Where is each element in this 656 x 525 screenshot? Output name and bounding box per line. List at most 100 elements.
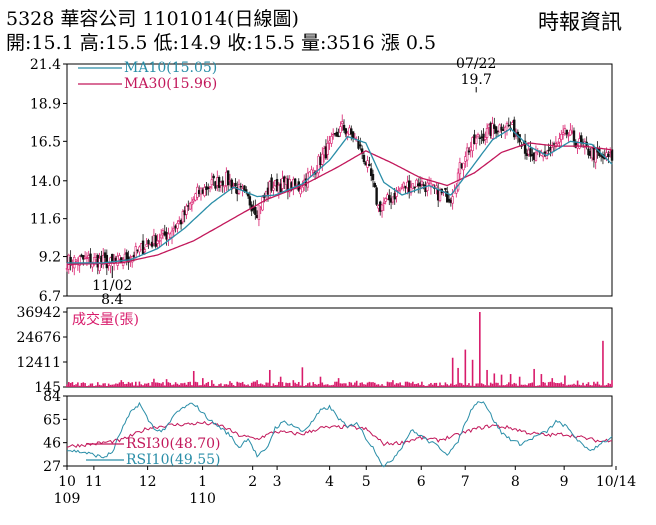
candle-body xyxy=(560,133,563,140)
volume-bar xyxy=(256,380,258,387)
volume-bar xyxy=(377,384,380,387)
candle-body xyxy=(111,253,114,263)
x-tick-label: 7 xyxy=(461,474,470,490)
candle-body xyxy=(326,143,329,155)
volume-bar xyxy=(91,383,94,387)
volume-bar xyxy=(535,385,537,387)
candle-body xyxy=(397,190,400,192)
volume-bar xyxy=(258,384,260,387)
x-tick-year: 109 xyxy=(54,491,81,507)
volume-bar xyxy=(276,384,278,387)
candle-body xyxy=(388,195,391,201)
volume-bar xyxy=(288,382,291,387)
volume-bar xyxy=(542,382,544,387)
volume-bar xyxy=(308,382,311,387)
candle-body xyxy=(415,179,418,187)
volume-bar xyxy=(536,385,539,387)
volume-bar xyxy=(127,381,130,387)
volume-bar xyxy=(156,382,159,387)
candle-body xyxy=(159,234,163,239)
volume-bar xyxy=(287,383,289,387)
candle-body xyxy=(534,152,538,161)
candle-body xyxy=(362,154,366,163)
rsi-ytick-label: 65 xyxy=(43,412,61,428)
candle-body xyxy=(494,126,498,134)
volume-bar xyxy=(303,385,305,387)
volume-bar xyxy=(426,385,429,387)
volume-bar xyxy=(207,381,210,387)
rsi-panel: 84 65 46 27 RSI30(48.70)RSI10(49.55) xyxy=(43,389,613,475)
volume-bar xyxy=(401,385,403,387)
volume-bar xyxy=(591,385,593,387)
x-tick-year: 110 xyxy=(189,491,216,507)
volume-bar xyxy=(173,384,175,387)
volume-bar xyxy=(120,380,123,387)
volume-bar xyxy=(361,382,363,387)
volume-bar xyxy=(227,384,229,387)
ma30-line xyxy=(67,142,613,266)
ma10-legend: MA10(15.05) xyxy=(124,60,217,76)
volume-bar xyxy=(574,384,577,387)
volume-bar xyxy=(412,381,414,387)
candle-body xyxy=(210,179,214,186)
volume-bar xyxy=(75,384,77,387)
volume-bar xyxy=(504,385,506,387)
volume-bar xyxy=(198,385,200,387)
ma10-line xyxy=(67,127,613,264)
candle-body xyxy=(500,126,503,131)
candle-body xyxy=(476,134,480,138)
volume-bar xyxy=(493,373,496,387)
volume-bar xyxy=(270,385,273,387)
volume-bar xyxy=(232,385,235,387)
volume-bar xyxy=(446,384,449,387)
volume-bar xyxy=(602,340,604,387)
volume-bar xyxy=(491,383,494,387)
candle-body xyxy=(105,254,109,269)
volume-bar xyxy=(455,384,458,387)
candle-body xyxy=(471,137,474,152)
candle-body xyxy=(431,183,434,186)
chart-title: 5328 華容公司 1101014(日線圖) xyxy=(6,8,299,30)
volume-bar xyxy=(212,383,215,387)
volume-bar xyxy=(560,382,563,387)
candle-body xyxy=(505,122,509,131)
volume-bar xyxy=(609,383,611,387)
candle-body xyxy=(234,182,237,187)
volume-bar xyxy=(421,381,423,387)
volume-bar xyxy=(129,383,132,387)
candle-body xyxy=(475,137,478,144)
volume-bar xyxy=(428,384,430,387)
volume-bar xyxy=(551,378,554,387)
volume-bar xyxy=(196,382,199,387)
volume-bar xyxy=(176,383,179,387)
volume-bar xyxy=(250,382,253,387)
volume-bar xyxy=(109,384,112,387)
volume-bar xyxy=(397,383,400,387)
volume-bar xyxy=(582,382,584,387)
candle-body xyxy=(85,257,89,260)
volume-bar xyxy=(201,378,204,387)
volume-bar xyxy=(278,381,280,387)
candle-body xyxy=(337,135,340,138)
volume-bar xyxy=(363,384,365,387)
price-ytick-label: 9.2 xyxy=(39,250,61,266)
volume-bar xyxy=(444,382,447,387)
volume-bar xyxy=(517,385,519,387)
price-ytick-label: 16.5 xyxy=(30,134,61,150)
volume-bar xyxy=(267,382,269,387)
volume-bar xyxy=(154,382,157,387)
volume-bar xyxy=(459,382,461,387)
price-ytick-label: 14.0 xyxy=(30,174,61,190)
volume-bar xyxy=(475,383,478,387)
volume-bar xyxy=(359,382,362,387)
volume-bar xyxy=(84,383,86,387)
candle-body xyxy=(580,135,583,143)
volume-bar xyxy=(145,383,148,387)
volume-bar xyxy=(565,385,568,387)
volume-bar xyxy=(515,383,517,387)
candle-body xyxy=(373,183,377,187)
volume-panel: 36942 24676 12411 145 成交量(張) xyxy=(16,305,613,396)
candle-body xyxy=(594,149,597,163)
volume-bar xyxy=(488,385,490,387)
volume-bar xyxy=(279,376,282,387)
